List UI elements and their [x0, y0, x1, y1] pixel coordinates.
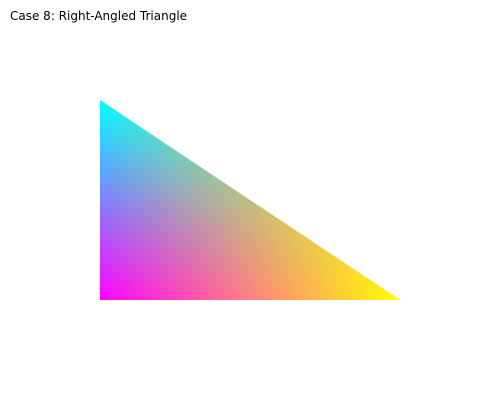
case-title: Case 8: Right-Angled Triangle — [10, 9, 188, 23]
right-angled-triangle — [100, 100, 400, 300]
triangle-overlay-fill — [100, 100, 400, 300]
